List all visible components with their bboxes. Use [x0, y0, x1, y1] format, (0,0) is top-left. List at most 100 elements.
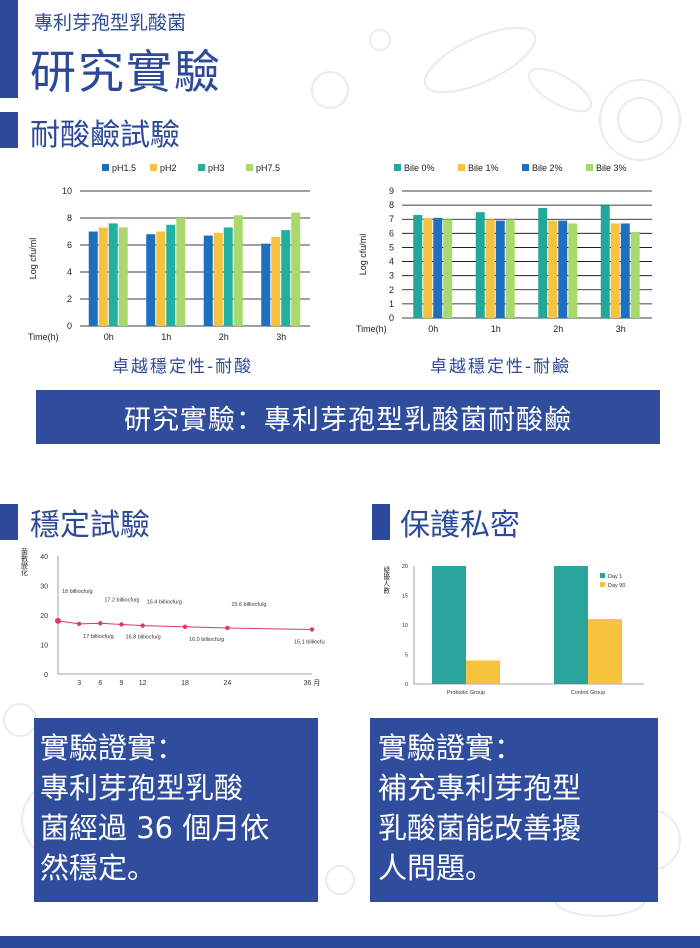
data-point — [309, 627, 315, 632]
data-label: 16.8 billiocfu/g — [126, 634, 161, 640]
x-tick-label: 0h — [104, 332, 114, 342]
stability-chart: 菌數變化 0 10 20 30 40 3 6 9 12 18 24 36 月 18 billiocfu/g… — [21, 548, 326, 687]
y-tick-label: 10 — [62, 186, 72, 196]
bar — [630, 231, 640, 318]
footer-bar — [0, 936, 700, 948]
caption-bile: 卓越穩定性-耐鹼 — [430, 357, 572, 377]
legend-swatch — [522, 164, 529, 171]
legend-label: Bile 2% — [532, 163, 563, 173]
data-point — [119, 622, 124, 627]
legend-swatch — [394, 164, 401, 171]
x-tick-label: 2h — [553, 324, 563, 334]
bar — [108, 223, 118, 326]
bar — [485, 219, 495, 318]
y-tick-label: 15 — [402, 594, 408, 600]
y-axis-label: 菌數變化 — [21, 548, 29, 577]
stability-proof-line-1: 專利芽孢型乳酸 — [40, 771, 244, 805]
stability-proof-line-3: 然穩定。 — [40, 851, 157, 885]
y-tick-label: 10 — [40, 643, 48, 650]
y-axis-label: Log cfu/ml — [28, 238, 38, 280]
x-tick-label: 3 — [77, 680, 81, 687]
data-label: 15.6 billiocfu/g — [231, 602, 266, 608]
y-tick-label: 5 — [389, 242, 394, 252]
data-label: 16.0 billiocfu/g — [189, 637, 224, 643]
y-tick-label: 40 — [40, 554, 48, 561]
legend-swatch — [102, 164, 109, 171]
bar — [203, 235, 213, 326]
x-tick-label: 6 — [98, 680, 102, 687]
legend-label: Bile 1% — [468, 163, 499, 173]
y-tick-label: 3 — [389, 271, 394, 281]
legend-label: Day 90 — [608, 583, 625, 589]
data-label: 16.4 billiocfu/g — [147, 600, 182, 606]
bar — [538, 207, 548, 318]
y-tick-label: 1 — [389, 299, 394, 309]
x-tick-label: 2h — [219, 332, 229, 342]
bar — [261, 243, 271, 326]
privacy-proof-line-1: 補充專利芽孢型 — [378, 771, 582, 805]
legend-label: pH3 — [208, 163, 225, 173]
bar — [98, 227, 108, 326]
data-label: 17.2 billiocfu/g — [104, 597, 139, 603]
header-subtitle: 專利芽孢型乳酸菌 — [34, 12, 187, 34]
x-tick-label: 3h — [616, 324, 626, 334]
banner-text: 研究實驗：專利芽孢型乳酸菌耐酸鹼 — [124, 404, 572, 436]
x-tick-label: 1h — [161, 332, 171, 342]
stability-proof-box: 實驗證實： 專利芽孢型乳酸 菌經過 36 個月依 然穩定。 — [34, 718, 318, 902]
legend-label: pH7.5 — [256, 163, 280, 173]
y-tick-label: 0 — [405, 682, 408, 688]
bar — [233, 215, 243, 326]
y-tick-label: 20 — [40, 613, 48, 620]
y-tick-label: 20 — [402, 564, 408, 570]
page-title: 研究實驗 — [30, 45, 222, 99]
x-tick-label: 3h — [276, 332, 286, 342]
section-stability-heading: 穩定試驗 — [30, 508, 150, 543]
privacy-proof-line-2: 乳酸菌能改善擾 — [378, 811, 582, 845]
y-tick-label: 30 — [40, 584, 48, 591]
legend-swatch — [150, 164, 157, 171]
bar — [568, 223, 578, 318]
y-tick-label: 9 — [389, 186, 394, 196]
legend-swatch — [586, 164, 593, 171]
data-point — [76, 621, 82, 627]
bar — [291, 212, 301, 326]
legend-label: pH1.5 — [112, 163, 136, 173]
y-axis-label: 疑擾人數 — [384, 565, 390, 595]
x-tick-label: 12 — [139, 680, 147, 687]
bar — [281, 230, 291, 326]
legend-swatch — [600, 582, 605, 587]
y-tick-label: 8 — [67, 213, 72, 223]
y-tick-label: 6 — [67, 240, 72, 250]
y-axis-label: Log cfu/ml — [358, 234, 368, 276]
bar — [413, 214, 423, 318]
y-tick-label: 0 — [389, 313, 394, 323]
bar — [475, 212, 485, 318]
bar — [423, 217, 433, 318]
legend-label: Bile 0% — [404, 163, 435, 173]
section-stability-marker — [0, 504, 18, 540]
x-axis-label: Time(h) — [356, 324, 387, 334]
x-tick-label: 0h — [428, 324, 438, 334]
y-tick-label: 7 — [389, 214, 394, 224]
bar — [88, 231, 98, 326]
stability-proof-line-2: 菌經過 36 個月依 — [40, 811, 270, 845]
bar — [166, 224, 176, 326]
bar — [466, 660, 500, 684]
y-tick-label: 0 — [67, 321, 72, 331]
y-tick-label: 0 — [44, 672, 48, 679]
legend-swatch — [600, 573, 605, 578]
x-tick-label: 18 — [181, 680, 189, 687]
y-tick-label: 4 — [389, 257, 394, 267]
bar — [588, 619, 622, 684]
privacy-proof-box: 實驗證實： 補充專利芽孢型 乳酸菌能改善擾 人問題。 — [370, 718, 658, 902]
x-tick-label: 1h — [491, 324, 501, 334]
x-tick-label: Probiotic Group — [447, 690, 485, 696]
bile-resistance-chart: Bile 0% Bile 1% Bile 2% Bile 3% 0 1 2 3 4 5 6 7 8 9 Lo… — [356, 163, 652, 334]
legend-label: Bile 3% — [596, 163, 627, 173]
legend-swatch — [198, 164, 205, 171]
y-tick-label: 5 — [405, 653, 408, 659]
bar — [495, 220, 505, 318]
legend-swatch — [458, 164, 465, 171]
section-privacy-marker — [372, 504, 390, 540]
y-tick-label: 6 — [389, 228, 394, 238]
